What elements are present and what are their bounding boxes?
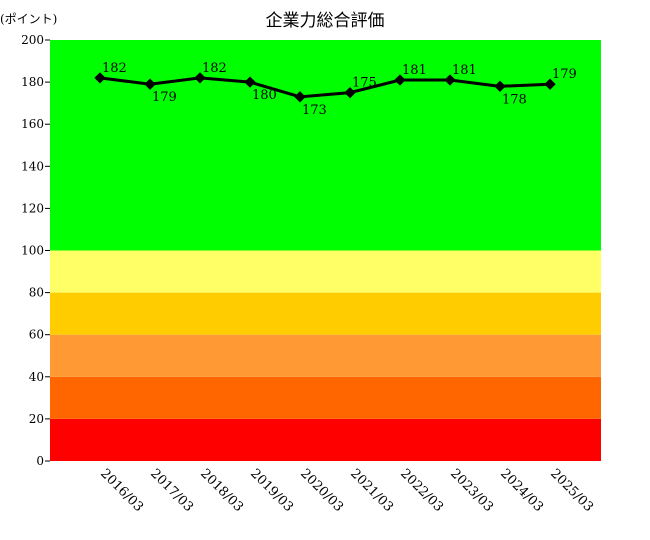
band-0 [50, 418, 601, 461]
y-tick-label: 60 [29, 328, 44, 342]
x-tick-label: 2018/03 [197, 466, 246, 515]
y-tick-label: 80 [29, 286, 44, 300]
y-tick-label: 40 [29, 370, 44, 384]
data-label: 182 [202, 61, 227, 76]
series-line [99, 76, 551, 99]
band-4 [50, 250, 601, 293]
y-tick-label: 20 [29, 412, 44, 426]
x-tick-label: 2023/03 [447, 466, 496, 515]
x-tick-label: 2022/03 [397, 466, 446, 515]
data-label: 182 [102, 61, 127, 76]
y-tick-label: 200 [21, 33, 44, 47]
y-tick-label: 140 [21, 159, 44, 173]
data-label: 175 [352, 76, 377, 91]
x-axis: 2016/03 2017/03 2018/03 2019/03 2020/03 2021/… [97, 466, 596, 515]
data-label: 178 [502, 92, 527, 107]
y-tick-label: 100 [21, 244, 44, 258]
y-tick-label: 120 [21, 201, 44, 215]
chart-title: 企業力総合評価 [265, 11, 385, 31]
band-2 [50, 334, 601, 377]
background-bands [50, 40, 601, 461]
data-label: 179 [552, 67, 577, 82]
y-axis: 0 20 40 60 80 100 120 140 160 180 200 [21, 33, 50, 468]
y-tick-label: 180 [21, 75, 44, 89]
data-label: 179 [152, 90, 177, 105]
x-tick-label: 2016/03 [97, 466, 146, 515]
band-1 [50, 376, 601, 419]
x-tick-label: 2025/03 [547, 466, 596, 515]
data-label: 181 [452, 63, 477, 78]
band-3 [50, 292, 601, 335]
x-tick-label: 2024/03 [497, 466, 546, 515]
x-tick-label: 2020/03 [297, 466, 346, 515]
band-5 [50, 40, 601, 251]
y-tick-label: 160 [21, 117, 44, 131]
data-label: 173 [302, 103, 327, 118]
data-label: 181 [402, 63, 427, 78]
x-tick-label: 2017/03 [147, 466, 196, 515]
y-axis-unit-label: (ポイント) [0, 12, 58, 26]
x-tick-label: 2019/03 [247, 466, 296, 515]
x-tick-label: 2021/03 [347, 466, 396, 515]
data-label: 180 [252, 88, 277, 103]
y-tick-label: 0 [36, 454, 44, 468]
